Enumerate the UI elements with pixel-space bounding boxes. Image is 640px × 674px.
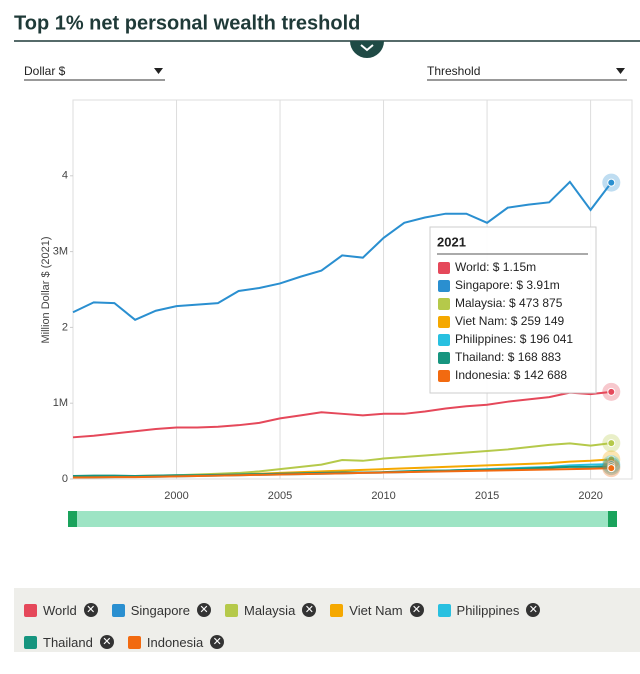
x-tick-label: 2020	[578, 490, 602, 502]
remove-button[interactable]: ✕	[302, 603, 317, 617]
tooltip-item: World: $ 1.15m	[455, 260, 536, 274]
title: Top 1% net personal wealth treshold	[14, 12, 360, 34]
y-tick-label: 0	[62, 473, 68, 485]
legend-label: Malaysia	[244, 602, 296, 618]
y-tick-label: 2	[62, 321, 68, 333]
chevron	[360, 44, 374, 52]
y-tick-label: 4	[62, 170, 68, 182]
tooltip-title: 2021	[437, 234, 466, 249]
dropdown-label: Threshold	[427, 64, 480, 78]
slider-handle[interactable]	[608, 511, 617, 527]
remove-button[interactable]: ✕	[210, 635, 225, 649]
legend-item[interactable]: Thailand ✕	[24, 626, 114, 658]
tooltip-swatch	[438, 262, 450, 274]
legend-item[interactable]: Viet Nam ✕	[330, 594, 424, 626]
legend-swatch	[24, 635, 37, 649]
remove-button[interactable]: ✕	[409, 603, 424, 617]
tooltip-item: Thailand: $ 168 883	[455, 350, 561, 364]
legend: World ✕ Singapore ✕ Malaysia ✕ Viet Nam ✕ Philip…	[14, 588, 640, 652]
tooltip-item: Malaysia: $ 473 875	[455, 296, 563, 310]
legend-swatch	[24, 603, 37, 617]
remove-button[interactable]: ✕	[99, 635, 114, 649]
legend-swatch	[330, 603, 344, 617]
legend-label: Philippines	[456, 602, 520, 618]
hover-point	[607, 178, 616, 187]
tooltip-swatch	[438, 316, 450, 328]
tooltip-item: Indonesia: $ 142 688	[455, 368, 567, 382]
dropdown-label: Dollar $	[24, 64, 66, 78]
legend-swatch	[127, 635, 141, 649]
x-tick-label: 2000	[164, 490, 188, 502]
hover-point	[607, 387, 616, 396]
legend-label: Thailand	[43, 634, 93, 650]
dropdown-arrow	[616, 68, 625, 74]
tooltip-item: Singapore: $ 3.91m	[455, 278, 560, 292]
slider-handle[interactable]	[68, 511, 77, 527]
plot-area	[72, 99, 633, 480]
legend-item[interactable]: Indonesia ✕	[127, 626, 225, 658]
remove-button[interactable]: ✕	[526, 603, 541, 617]
unit-dropdown[interactable]: Dollar $	[24, 64, 165, 81]
legend-item[interactable]: Philippines ✕	[437, 594, 541, 626]
legend-item[interactable]: Malaysia ✕	[225, 594, 317, 626]
tooltip-swatch	[438, 280, 450, 292]
tooltip-item: Viet Nam: $ 259 149	[455, 314, 565, 328]
tooltip-item: Philippines: $ 196 041	[455, 332, 573, 346]
tooltip: 2021 World: $ 1.15m Singapore: $ 3.91m Mala…	[429, 226, 597, 394]
x-tick-label: 2015	[475, 490, 499, 502]
legend-label: Indonesia	[146, 634, 204, 650]
legend-swatch	[225, 603, 238, 617]
tooltip-box	[429, 226, 597, 394]
legend-label: World	[43, 602, 77, 618]
x-tick-label: 2010	[371, 490, 395, 502]
y-axis-label: Million Dollar $ (2021)	[40, 237, 52, 344]
measure-dropdown[interactable]: Threshold	[427, 64, 627, 81]
series-line	[72, 180, 613, 321]
legend-label: Viet Nam	[349, 602, 403, 618]
tooltip-swatch	[438, 370, 450, 382]
x-tick-label: 2005	[268, 490, 292, 502]
hover-point	[607, 464, 616, 473]
remove-button[interactable]: ✕	[83, 603, 98, 617]
legend-swatch	[437, 603, 451, 617]
dropdown-arrow	[154, 68, 163, 74]
legend-item[interactable]: World ✕	[24, 594, 98, 626]
series-line	[72, 467, 612, 479]
y-tick-label: 3M	[53, 246, 68, 258]
remove-button[interactable]: ✕	[197, 603, 211, 617]
range-slider[interactable]	[70, 511, 616, 527]
legend-item[interactable]: Singapore ✕	[111, 594, 211, 626]
legend-swatch	[111, 603, 125, 617]
y-tick-label: 1M	[53, 397, 68, 409]
legend-label: Singapore	[130, 602, 190, 618]
series-line	[72, 390, 612, 439]
tooltip-swatch	[438, 334, 450, 346]
tooltip-swatch	[438, 352, 450, 364]
tooltip-swatch	[438, 298, 450, 310]
hover-point	[607, 439, 616, 448]
